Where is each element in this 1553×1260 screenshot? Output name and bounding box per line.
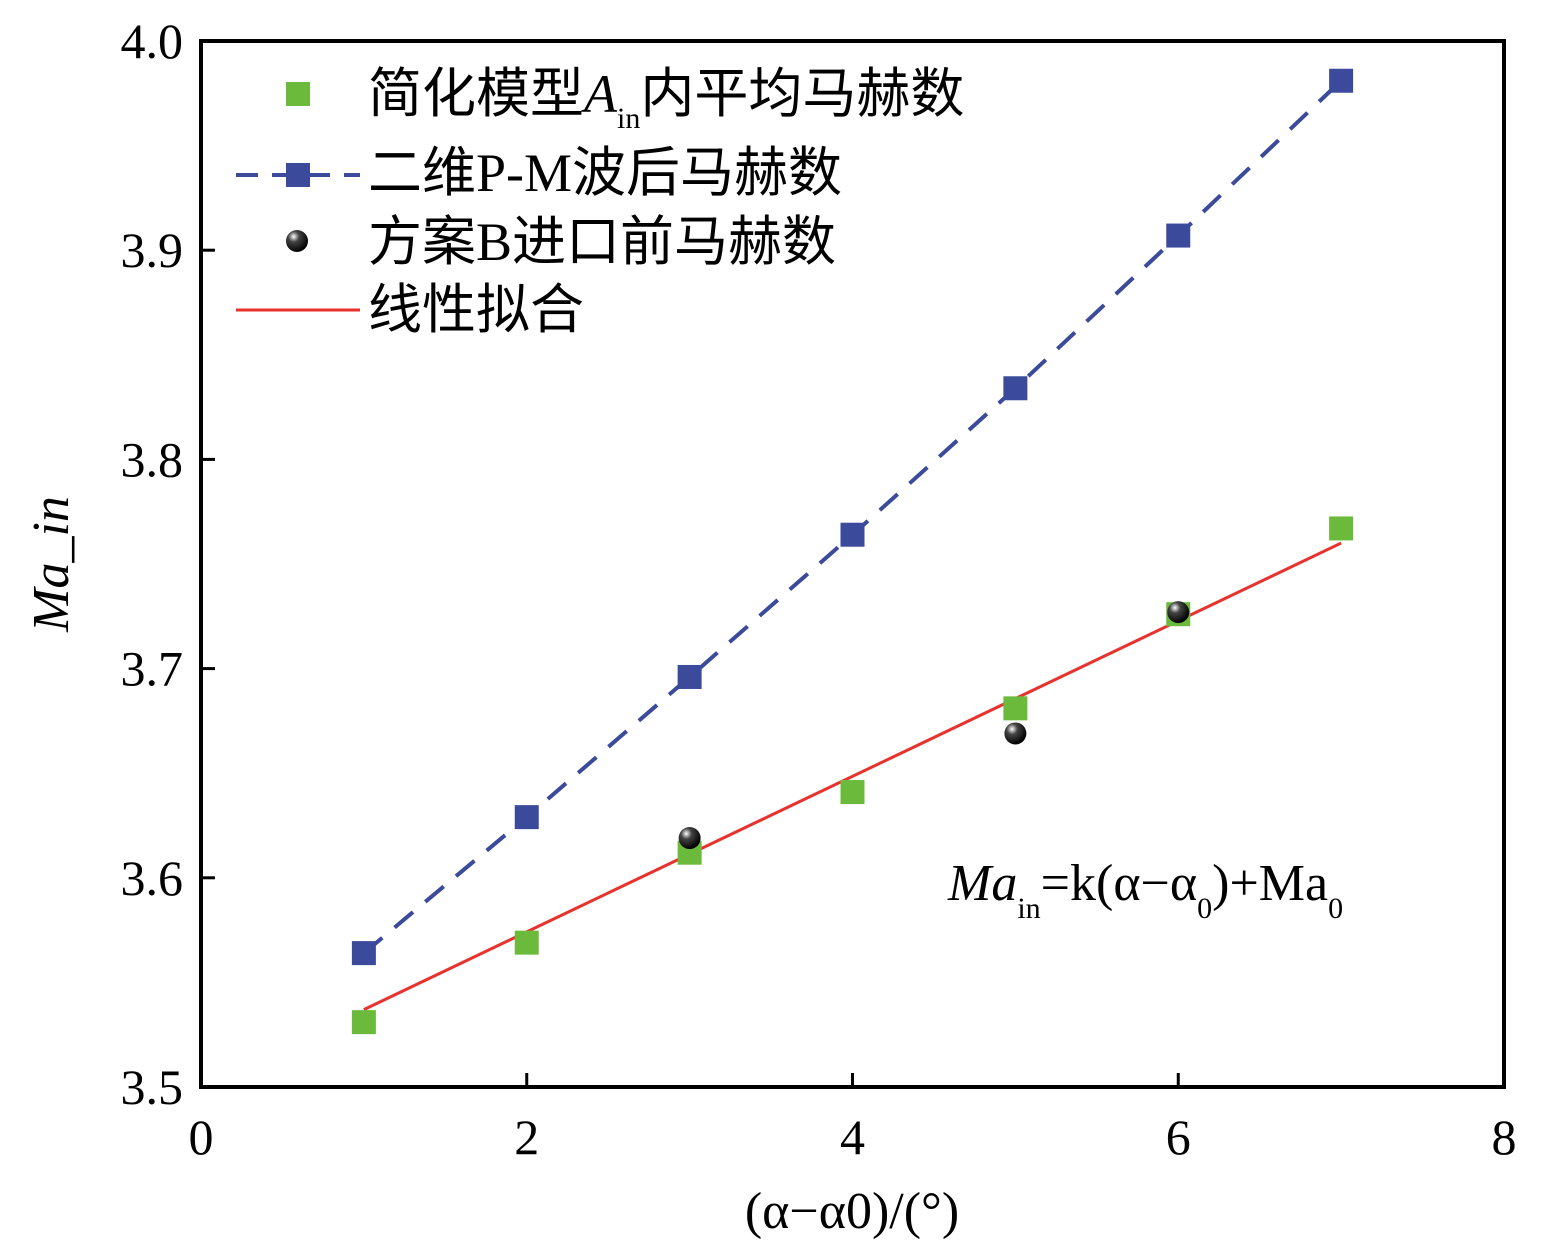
- fit-equation: Main=k(α−α0)+Ma0: [947, 855, 1343, 925]
- x-tick-label: 2: [514, 1109, 539, 1165]
- y-tick-label: 3.7: [121, 641, 184, 697]
- svg-text:方案B进口前马赫数: 方案B进口前马赫数: [368, 212, 836, 272]
- legend-marker-blue-square: [286, 163, 310, 187]
- y-axis-label: Ma_in: [23, 496, 80, 633]
- simplified-model-point: [840, 780, 865, 805]
- pm-wave-point: [514, 805, 539, 830]
- simplified-model-point: [514, 930, 539, 955]
- y-tick-label: 3.9: [121, 222, 184, 278]
- pm-wave-point: [1329, 68, 1354, 93]
- pm-wave-point: [1166, 223, 1191, 248]
- pm-wave-point: [1003, 376, 1028, 401]
- y-tick-label: 3.5: [121, 1059, 184, 1115]
- legend-item-simplified-model: 简化模型Ain内平均马赫数: [286, 64, 964, 135]
- simplified-model-point: [351, 1010, 376, 1035]
- pm-wave-point: [351, 941, 376, 966]
- pm-wave-point: [677, 664, 702, 689]
- simplified-model-point: [1003, 696, 1028, 721]
- scheme-b-point: [1004, 722, 1027, 745]
- svg-text:线性拟合: 线性拟合: [368, 280, 584, 340]
- simplified-model-point: [1329, 516, 1354, 541]
- y-tick-label: 3.6: [121, 850, 184, 906]
- x-tick-label: 8: [1492, 1109, 1517, 1165]
- legend-item-linear-fit: 线性拟合: [236, 280, 584, 340]
- x-tick-label: 6: [1166, 1109, 1191, 1165]
- scheme-b-point: [678, 827, 701, 850]
- linear-fit-line: [363, 541, 1342, 1011]
- legend-marker-black-sphere: [286, 230, 308, 252]
- x-tick-label: 0: [189, 1109, 214, 1165]
- x-tick-label: 4: [840, 1109, 865, 1165]
- svg-text:二维P-M波后马赫数: 二维P-M波后马赫数: [368, 143, 842, 203]
- legend: 简化模型Ain内平均马赫数 二维P-M波后马赫数 方案B进口前马赫数 线性拟合: [236, 64, 964, 340]
- x-axis-label: (α−α0)/(°): [745, 1183, 959, 1240]
- scheme-b-point: [1167, 601, 1190, 624]
- legend-item-scheme-b: 方案B进口前马赫数: [286, 212, 836, 272]
- y-tick-label: 3.8: [121, 431, 184, 487]
- y-tick-label: 4.0: [121, 13, 184, 69]
- legend-marker-green-square: [286, 82, 310, 106]
- legend-item-pm-wave: 二维P-M波后马赫数: [236, 143, 842, 203]
- pm-wave-point: [840, 522, 865, 547]
- svg-text:简化模型Ain内平均马赫数: 简化模型Ain内平均马赫数: [368, 64, 964, 135]
